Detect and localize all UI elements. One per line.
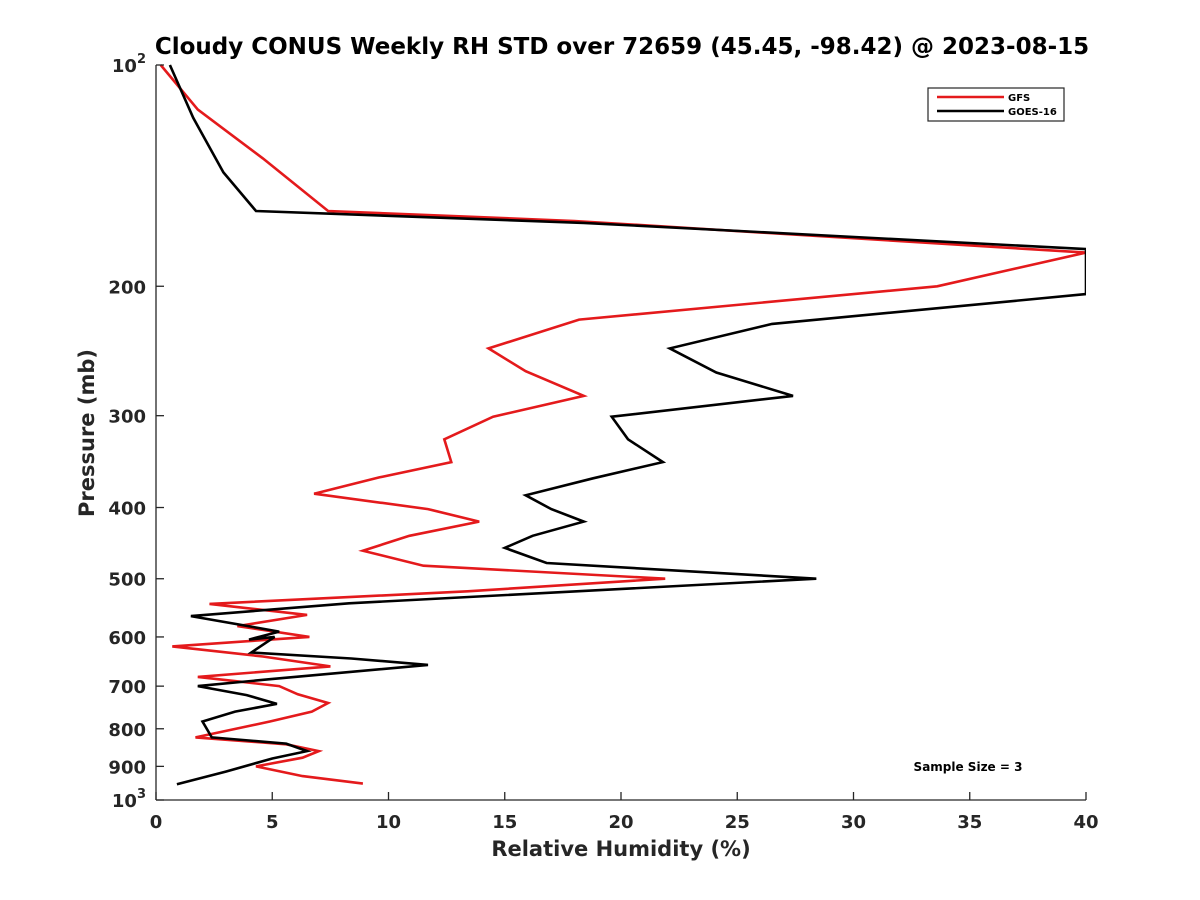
y-tick-label: 700: [108, 677, 146, 698]
x-tick-label: 10: [376, 812, 401, 833]
legend-box: [927, 87, 1065, 122]
x-axis-label: Relative Humidity (%): [491, 837, 750, 861]
x-tick-label: 15: [492, 812, 517, 833]
y-tick-label: 500: [108, 570, 146, 591]
series-line-goes-16: [168, 64, 1086, 786]
plot-area: 0 5 10 15 20 25 30 35 40 102 200 300 400 500 600 700 800…: [108, 52, 1098, 833]
series-line-gfs: [159, 64, 1086, 785]
x-tick-label: 40: [1073, 812, 1098, 833]
legend: GFS GOES-16: [927, 87, 1065, 122]
y-axis-label: Pressure (mb): [75, 349, 99, 517]
x-tick-label: 35: [957, 812, 982, 833]
x-tick-label: 25: [725, 812, 750, 833]
chart-title: Cloudy CONUS Weekly RH STD over 72659 (4…: [155, 34, 1089, 60]
x-tick-label: 0: [150, 812, 163, 833]
y-tick-label: 600: [108, 628, 146, 649]
axes-layer: 0 5 10 15 20 25 30 35 40 102 200 300 400 500 600 700 800…: [108, 52, 1098, 833]
sample-size-annotation: Sample Size = 3: [914, 760, 1023, 774]
x-tick-label: 5: [266, 812, 279, 833]
series-layer: [159, 64, 1086, 786]
y-tick-label: 800: [108, 720, 146, 741]
y-tick-label: 400: [108, 499, 146, 520]
legend-label-goes-16: GOES-16: [1008, 107, 1057, 118]
y-tick-label: 900: [108, 757, 146, 778]
y-tick-label: 102: [112, 52, 146, 77]
x-tick-label: 20: [608, 812, 633, 833]
y-tick-label: 300: [108, 407, 146, 428]
legend-label-gfs: GFS: [1008, 93, 1030, 104]
y-tick-label: 200: [108, 277, 146, 298]
y-tick-label: 103: [112, 787, 146, 812]
x-tick-label: 30: [841, 812, 866, 833]
